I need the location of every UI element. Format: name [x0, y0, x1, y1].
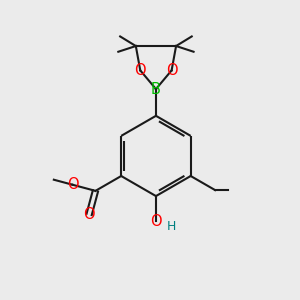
Text: O: O: [134, 63, 146, 78]
Text: H: H: [166, 220, 176, 233]
Text: B: B: [151, 82, 161, 97]
Text: O: O: [150, 214, 162, 229]
Text: O: O: [83, 207, 95, 222]
Text: O: O: [67, 177, 78, 192]
Text: O: O: [166, 63, 177, 78]
